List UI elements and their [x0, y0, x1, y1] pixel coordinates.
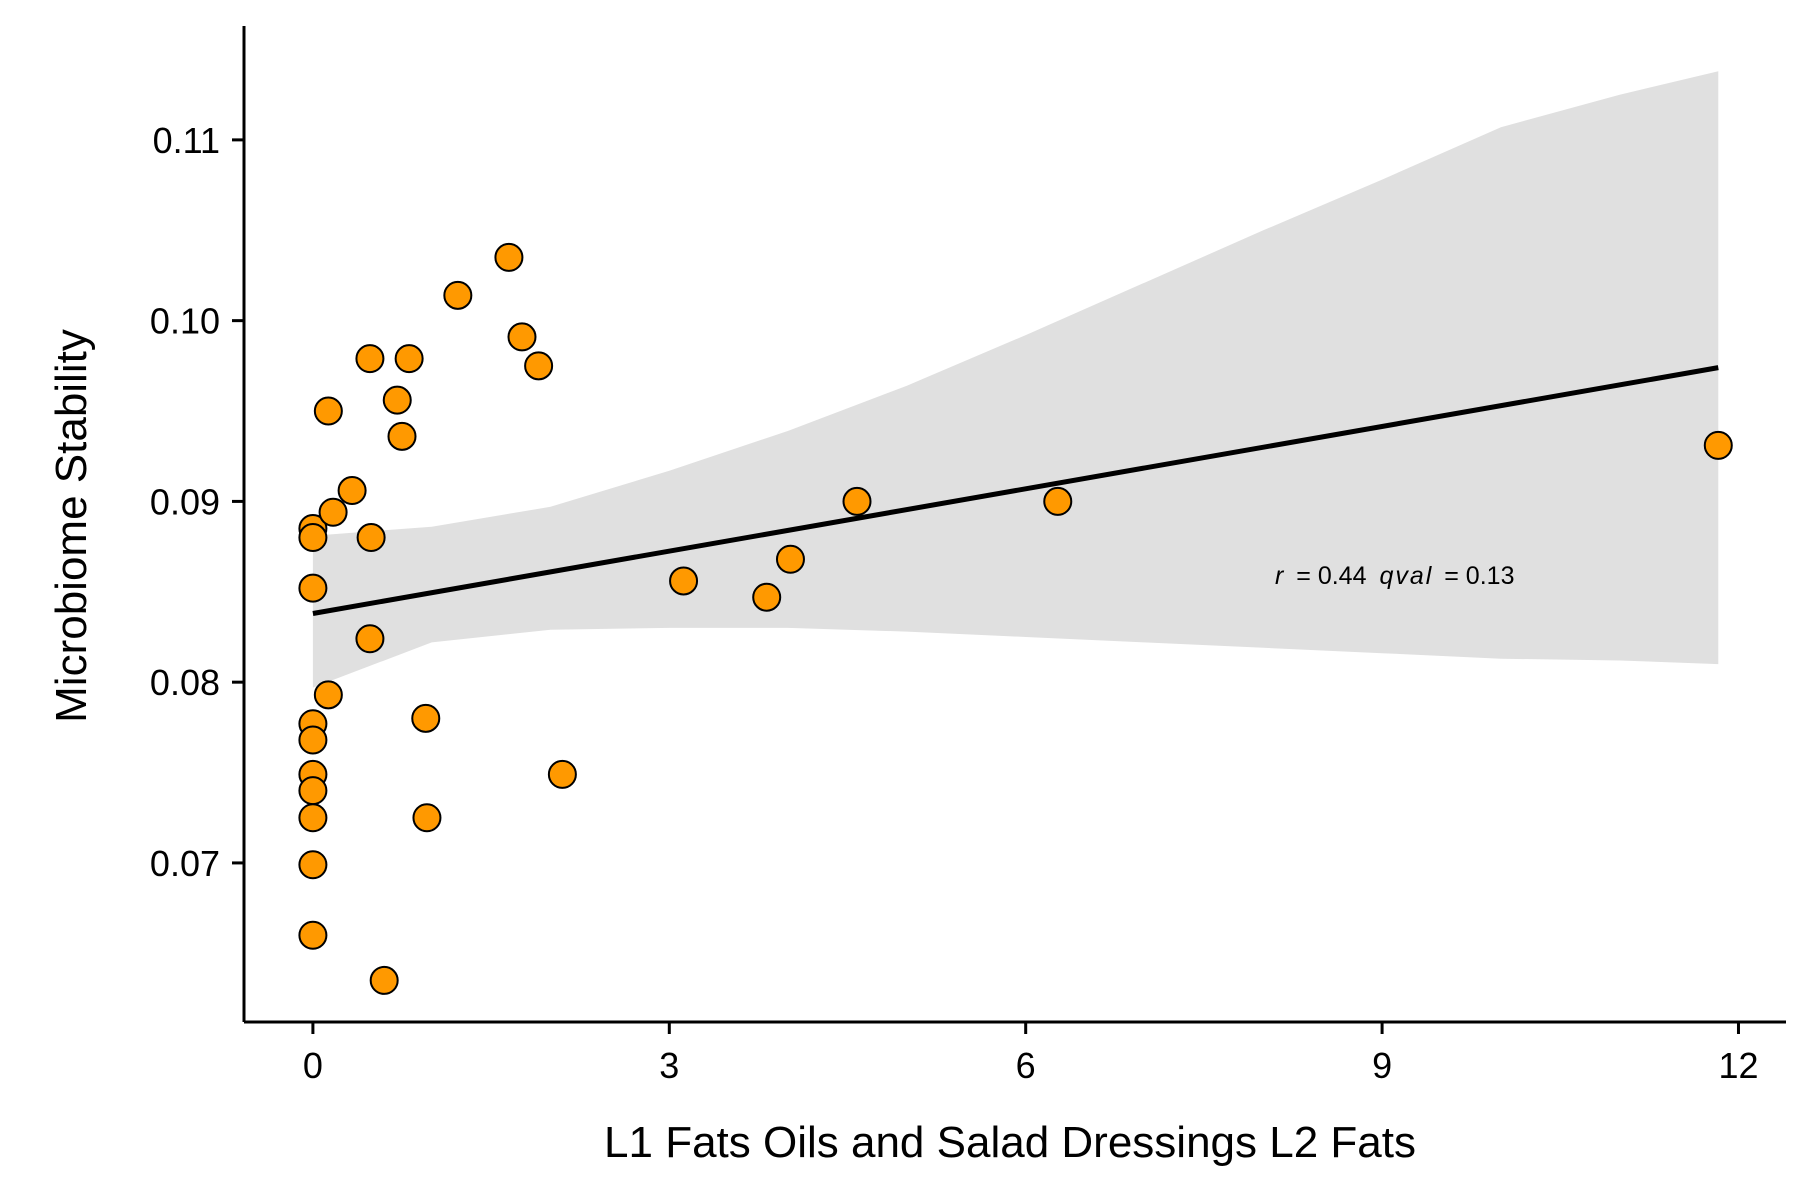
data-point — [412, 803, 442, 833]
x-axis-title: L1 Fats Oils and Salad Dressings L2 Fats — [604, 1118, 1416, 1167]
confidence-band — [312, 71, 1719, 688]
data-point — [298, 803, 328, 833]
x-tick-label: 9 — [1372, 1045, 1392, 1086]
data-point — [394, 344, 424, 374]
data-point — [298, 725, 328, 755]
data-point — [356, 523, 386, 553]
regression-line — [312, 365, 1719, 616]
qval-value: = 0.13 — [1444, 562, 1514, 590]
data-point — [524, 351, 554, 381]
y-tick-label: 0.07 — [150, 843, 220, 884]
data-point — [318, 497, 348, 527]
annotation-text: r = 0.44 qval = 0.13 — [1275, 562, 1514, 590]
data-point — [337, 476, 367, 506]
data-point — [298, 920, 328, 950]
data-point — [298, 850, 328, 880]
y-tick-label: 0.10 — [150, 301, 220, 342]
y-tick-label: 0.11 — [153, 120, 220, 161]
x-tick-label: 6 — [1016, 1045, 1036, 1086]
y-axis-title: Microbiome Stability — [47, 329, 96, 723]
data-point — [298, 776, 328, 806]
data-point — [313, 680, 343, 710]
data-point — [411, 703, 441, 733]
data-point — [842, 486, 872, 516]
data-point — [669, 566, 699, 596]
data-point — [507, 322, 537, 352]
regression-line-layer — [312, 365, 1719, 616]
data-point — [313, 396, 343, 426]
data-point — [1043, 486, 1073, 516]
data-point — [443, 280, 473, 310]
data-point — [547, 759, 577, 789]
data-points-layer — [298, 242, 1733, 995]
data-point — [298, 523, 328, 553]
data-point — [355, 344, 385, 374]
x-tick-label: 0 — [303, 1045, 323, 1086]
r-value: = 0.44 — [1296, 562, 1366, 590]
y-tick-label: 0.08 — [150, 662, 220, 703]
qval-symbol: qval — [1379, 562, 1433, 590]
x-tick-label: 3 — [659, 1045, 679, 1086]
data-point — [369, 965, 399, 995]
axes-layer: 0 3 6 9 12 0.07 0.08 0.09 0.10 0.11 — [150, 26, 1786, 1086]
r-symbol: r — [1275, 562, 1285, 590]
data-point — [298, 573, 328, 603]
data-point — [775, 544, 805, 574]
data-point — [382, 385, 412, 415]
data-point — [387, 421, 417, 451]
x-tick-label: 12 — [1718, 1045, 1758, 1086]
data-point — [355, 624, 385, 654]
data-point — [752, 582, 782, 612]
data-point — [494, 242, 524, 272]
confidence-band-layer — [312, 71, 1719, 688]
y-tick-label: 0.09 — [150, 481, 220, 522]
data-point — [1703, 430, 1733, 460]
